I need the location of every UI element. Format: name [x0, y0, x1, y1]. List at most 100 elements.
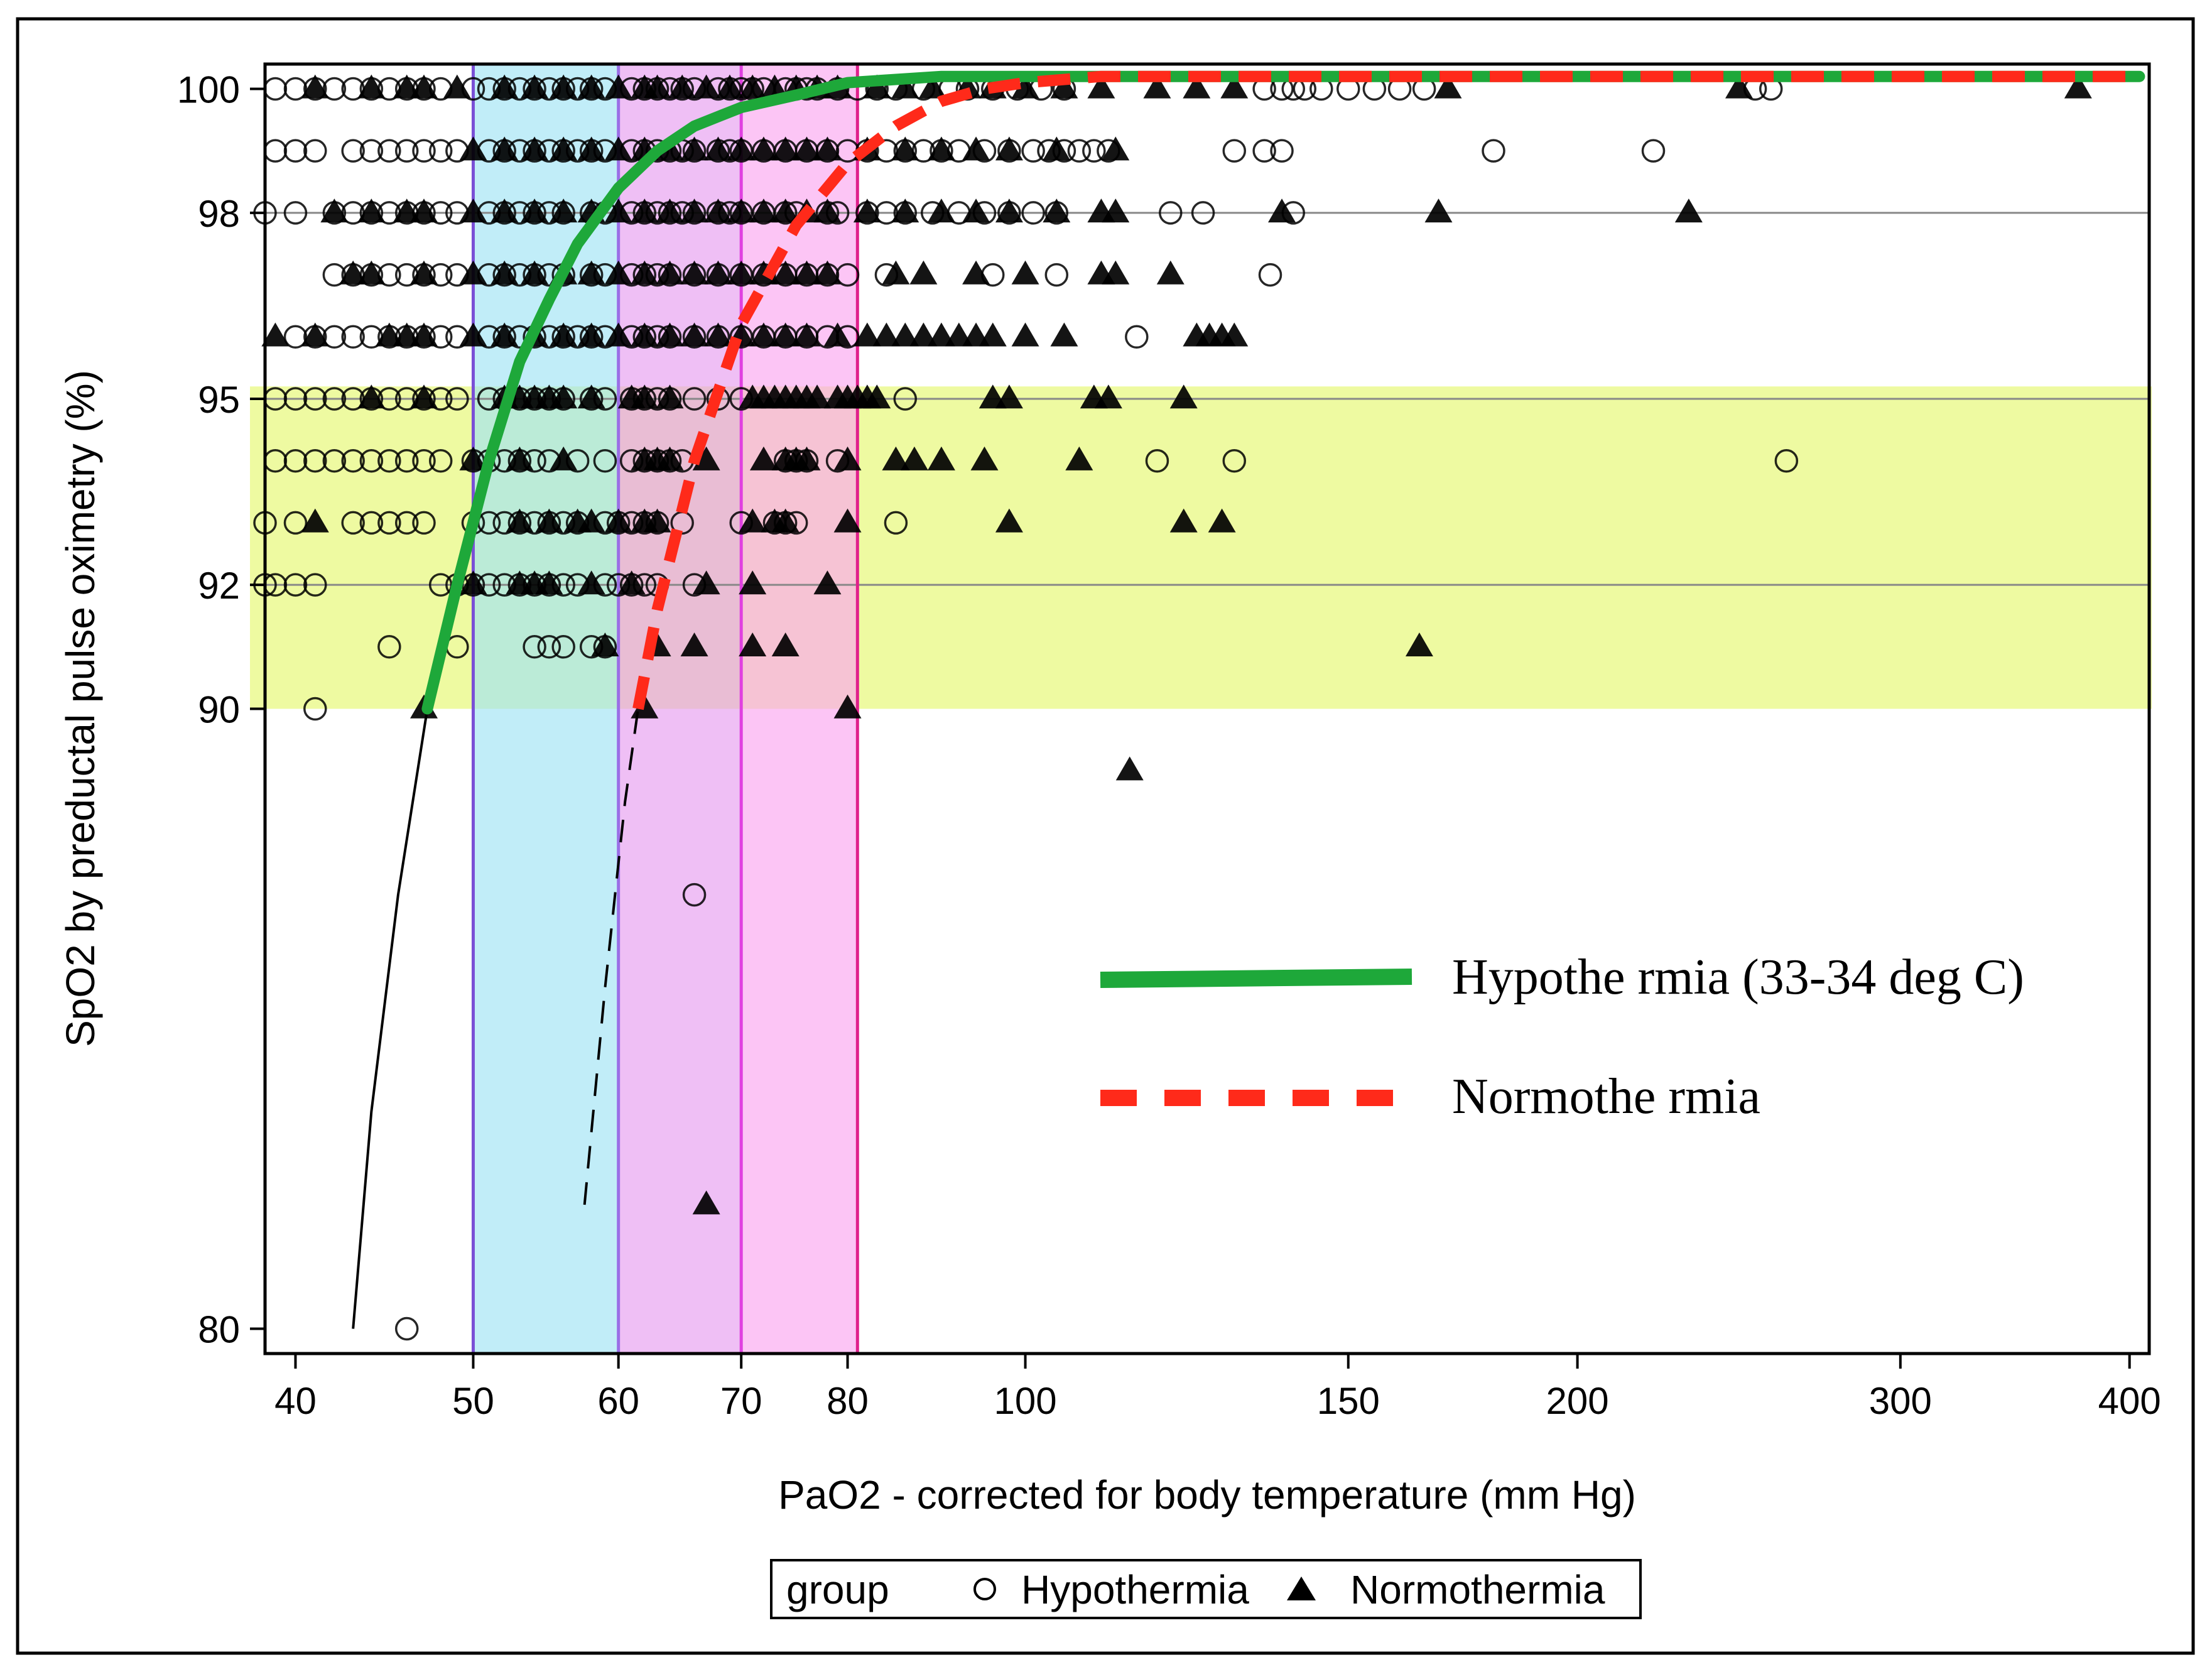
normothermia-point: [1094, 384, 1122, 409]
hypothermia-point: [394, 1316, 419, 1341]
y-axis-label: SpO2 by preductal pulse oximetry (%): [58, 370, 103, 1047]
hypothermia-point: [283, 325, 308, 349]
normothermia-point: [891, 74, 919, 99]
curve-legend-hypothermia-label: Hypothe rmia (33-34 deg C): [1452, 950, 2024, 1005]
normothermia-point: [459, 446, 487, 470]
curve-legend: Hypothe rmia (33-34 deg C) Normothe rmia: [1100, 950, 2024, 1124]
hypothermia-point: [412, 511, 436, 535]
normothermia-point: [761, 74, 789, 99]
normothermia-point: [617, 570, 646, 595]
hypothermia-point: [893, 387, 918, 411]
x-axis: 40 50 60 70 80 100 150 200 300 400: [274, 1354, 2161, 1422]
hypothermia-point: [303, 573, 327, 597]
normothermia-point: [301, 508, 329, 533]
hypothermia-point: [1222, 448, 1247, 473]
normothermia-point: [863, 384, 891, 409]
hypothermia-point: [551, 635, 575, 659]
normothermia-point: [604, 508, 632, 533]
x-tick-label: 400: [2098, 1380, 2161, 1422]
normothermia-point: [668, 74, 697, 99]
normothermia-point: [1208, 508, 1236, 533]
normothermia-point: [459, 570, 487, 595]
normothermia-point: [550, 322, 578, 347]
y-axis: 80 90 92 95 98 100: [177, 68, 265, 1351]
normothermia-point: [680, 632, 708, 656]
hypothermia-point: [537, 635, 561, 659]
x-tick-label: 200: [1546, 1380, 1609, 1422]
hypothermia-point: [1191, 201, 1215, 225]
normothermia-point: [1424, 198, 1453, 223]
normothermia-point: [749, 322, 778, 347]
y-tick-label: 98: [198, 193, 240, 235]
normothermia-point: [704, 260, 732, 285]
shaded-band-1: [473, 64, 619, 1354]
normothermia-point: [409, 260, 438, 285]
hypothermia-point: [394, 139, 419, 163]
normothermia-point: [909, 260, 938, 285]
hypothermia-point: [1258, 263, 1282, 287]
normothermia-point: [535, 570, 563, 595]
normothermia-point: [771, 322, 800, 347]
normothermia-point: [823, 322, 852, 347]
hypothermia-point: [341, 139, 365, 163]
normothermia-point: [680, 198, 708, 223]
hypothermia-point: [412, 139, 436, 163]
hypothermia-point: [283, 573, 308, 597]
normothermia-point: [692, 74, 720, 99]
x-tick-label: 50: [452, 1380, 494, 1422]
normothermia-point: [979, 322, 1007, 347]
normothermia-point: [577, 136, 605, 161]
normothermia-point: [339, 260, 367, 285]
hypothermia-point: [341, 448, 365, 473]
hypothermia-point: [523, 635, 546, 659]
normothermia-point: [521, 136, 549, 161]
x-tick-label: 70: [720, 1380, 762, 1422]
hypothermia-point: [1641, 139, 1666, 163]
normothermia-point: [656, 260, 684, 285]
normothermia-point: [704, 322, 732, 347]
normothermia-point: [1087, 74, 1115, 99]
normothermia-point: [1220, 322, 1249, 347]
normothermia-point: [1169, 508, 1198, 533]
normothermia-point: [803, 384, 832, 409]
normothermia-point: [727, 136, 756, 161]
hypothermia-point: [283, 201, 308, 225]
normothermia-point: [1102, 136, 1130, 161]
normothermia-point: [491, 322, 519, 347]
hypothermia-point: [1159, 201, 1183, 225]
normothermia-point: [591, 632, 619, 656]
normothermia-point: [882, 260, 910, 285]
outer-frame: [16, 17, 2195, 1655]
x-axis-label: PaO2 - corrected for body temperature (m…: [778, 1472, 1636, 1517]
normothermia-point: [1043, 136, 1071, 161]
normothermia-point: [604, 136, 632, 161]
normothermia-point: [1011, 260, 1039, 285]
normothermia-point: [656, 322, 684, 347]
normothermia-point: [962, 136, 990, 161]
hypothermia-point: [682, 387, 707, 411]
normothermia-point: [491, 198, 519, 223]
y-tick-label: 95: [198, 379, 240, 421]
hypothermia-point: [322, 387, 347, 411]
normothermia-point: [409, 384, 438, 409]
hypothermia-point: [359, 139, 384, 163]
normothermia-point: [357, 260, 386, 285]
normothermia-point: [872, 322, 901, 347]
x-tick-label: 300: [1869, 1380, 1932, 1422]
normothermia-point: [459, 260, 487, 285]
hypothermia-point: [884, 511, 908, 535]
hypothermia-point: [322, 325, 347, 349]
hypothermia-point: [1482, 139, 1505, 163]
normothermia-point: [853, 322, 881, 347]
group-legend-box: [770, 1559, 1642, 1619]
normothermia-point: [261, 322, 290, 347]
normothermia-point: [995, 136, 1023, 161]
normothermia-point: [1169, 384, 1198, 409]
hypothermia-point: [428, 139, 453, 163]
hypothermia-point: [359, 511, 384, 535]
normothermia-point: [680, 136, 708, 161]
normothermia-point: [771, 260, 800, 285]
normothermia-point: [656, 198, 684, 223]
hypothermia-point: [428, 448, 453, 473]
curve-legend-hypothermia-swatch: [1100, 969, 1412, 988]
